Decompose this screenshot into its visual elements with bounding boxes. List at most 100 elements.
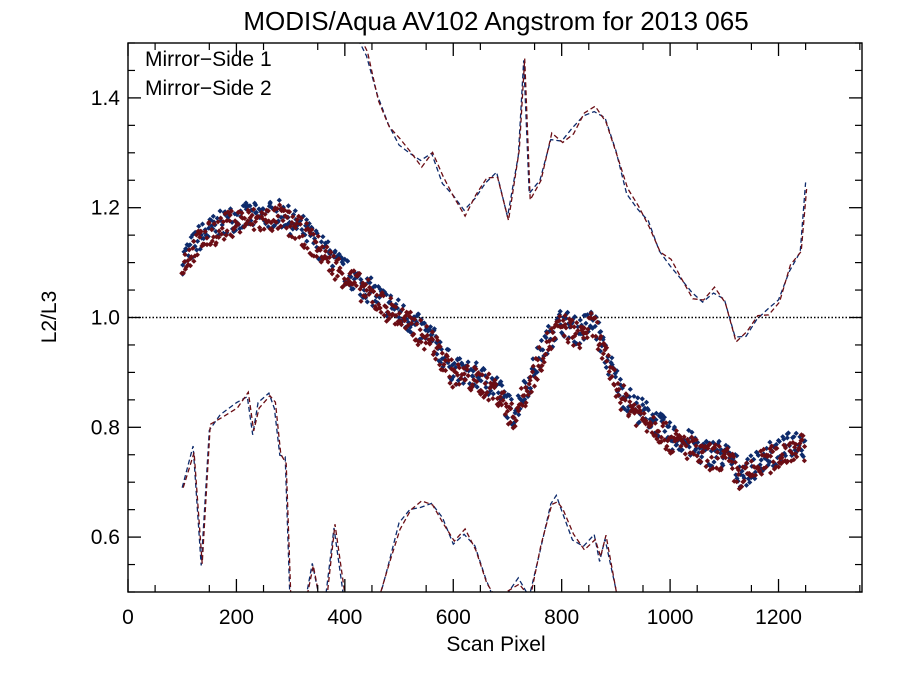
data-point-mirror-side-2 <box>464 363 471 369</box>
data-point-mirror-side-2 <box>535 363 542 369</box>
legend-entry-mirror-side-2: Mirror−Side 2 <box>145 77 272 100</box>
data-point-mirror-side-1 <box>440 364 446 370</box>
data-point-mirror-side-1 <box>370 303 376 309</box>
x-tick-label: 800 <box>544 606 579 629</box>
data-point-mirror-side-2 <box>257 225 263 231</box>
data-point-mirror-side-1 <box>325 239 331 245</box>
data-point-mirror-side-2 <box>426 337 432 343</box>
data-point-mirror-side-1 <box>372 283 378 289</box>
data-point-mirror-side-2 <box>678 443 684 449</box>
data-point-mirror-side-1 <box>530 356 536 362</box>
data-point-mirror-side-2 <box>529 369 536 375</box>
data-point-mirror-side-2 <box>507 419 513 425</box>
data-point-mirror-side-1 <box>351 276 357 282</box>
data-point-mirror-side-1 <box>482 373 488 379</box>
data-point-mirror-side-2 <box>414 321 420 327</box>
data-point-mirror-side-2 <box>575 328 581 334</box>
data-point-mirror-side-2 <box>206 219 212 225</box>
data-point-mirror-side-1 <box>767 439 773 445</box>
data-point-mirror-side-1 <box>478 378 484 384</box>
data-point-mirror-side-2 <box>802 443 808 450</box>
data-point-mirror-side-2 <box>453 381 459 387</box>
data-point-mirror-side-2 <box>511 415 517 421</box>
data-point-mirror-side-2 <box>779 455 785 461</box>
data-point-mirror-side-2 <box>374 292 380 298</box>
data-point-mirror-side-2 <box>502 411 508 417</box>
data-point-mirror-side-2 <box>182 251 188 258</box>
data-point-mirror-side-2 <box>703 463 709 470</box>
data-point-mirror-side-2 <box>635 409 641 415</box>
data-point-mirror-side-1 <box>338 254 344 260</box>
data-point-mirror-side-1 <box>247 203 253 209</box>
data-point-mirror-side-2 <box>617 400 623 406</box>
data-point-mirror-side-1 <box>540 347 546 353</box>
data-point-mirror-side-1 <box>504 393 510 399</box>
data-point-mirror-side-2 <box>237 229 243 235</box>
data-point-mirror-side-1 <box>739 468 745 474</box>
data-point-mirror-side-1 <box>499 382 505 388</box>
data-point-mirror-side-2 <box>649 430 655 436</box>
data-point-mirror-side-2 <box>273 219 279 225</box>
data-point-mirror-side-1 <box>322 240 328 246</box>
data-point-mirror-side-2 <box>724 446 730 452</box>
data-point-mirror-side-2 <box>710 465 716 471</box>
data-point-mirror-side-2 <box>369 299 375 305</box>
data-point-mirror-side-2 <box>439 350 445 356</box>
data-point-mirror-side-1 <box>496 381 502 387</box>
data-point-mirror-side-2 <box>340 283 346 289</box>
legend-entry-mirror-side-1: Mirror−Side 1 <box>145 48 272 71</box>
data-point-mirror-side-2 <box>490 395 496 402</box>
data-point-mirror-side-2 <box>671 435 677 441</box>
data-point-mirror-side-2 <box>213 240 219 246</box>
data-point-mirror-side-1 <box>621 406 627 412</box>
data-point-mirror-side-1 <box>407 324 413 330</box>
data-point-mirror-side-2 <box>408 320 415 326</box>
data-point-mirror-side-2 <box>357 271 363 277</box>
data-point-mirror-side-2 <box>317 247 323 253</box>
data-point-mirror-side-2 <box>298 215 304 221</box>
data-point-mirror-side-2 <box>501 389 507 395</box>
data-point-mirror-side-2 <box>319 244 325 250</box>
data-point-mirror-side-2 <box>722 449 728 455</box>
data-point-mirror-side-2 <box>341 276 347 282</box>
data-point-mirror-side-1 <box>800 453 806 460</box>
data-point-mirror-side-1 <box>666 423 672 430</box>
data-point-mirror-side-2 <box>731 454 737 460</box>
data-point-mirror-side-1 <box>692 435 698 441</box>
data-point-mirror-side-1 <box>600 334 606 340</box>
data-point-mirror-side-1 <box>765 457 771 464</box>
data-point-mirror-side-2 <box>525 392 531 398</box>
data-point-mirror-side-1 <box>408 329 414 335</box>
data-point-mirror-side-2 <box>628 408 634 414</box>
data-point-mirror-side-2 <box>561 333 567 339</box>
data-point-mirror-side-1 <box>429 331 435 337</box>
data-point-mirror-side-1 <box>320 234 326 240</box>
data-point-mirror-side-2 <box>407 309 414 315</box>
data-point-mirror-side-2 <box>437 344 443 350</box>
data-point-mirror-side-2 <box>286 209 293 215</box>
data-point-mirror-side-1 <box>217 208 223 214</box>
data-point-mirror-side-2 <box>687 450 693 456</box>
data-point-mirror-side-2 <box>712 442 719 448</box>
data-point-mirror-side-1 <box>383 292 389 298</box>
data-point-mirror-side-2 <box>358 298 364 304</box>
data-point-mirror-side-2 <box>462 377 468 383</box>
data-point-mirror-side-2 <box>228 208 235 214</box>
data-point-mirror-side-1 <box>781 436 787 442</box>
data-point-mirror-side-2 <box>573 331 579 337</box>
data-point-mirror-side-1 <box>495 390 501 396</box>
data-point-mirror-side-2 <box>369 287 375 293</box>
data-point-mirror-side-2 <box>644 428 650 434</box>
data-point-mirror-side-1 <box>720 462 726 468</box>
upper-envelope-line-mirror-side-1 <box>359 43 807 338</box>
data-point-mirror-side-2 <box>796 445 802 451</box>
data-point-mirror-side-1 <box>662 428 668 434</box>
data-point-mirror-side-1 <box>427 324 434 330</box>
data-point-mirror-side-2 <box>605 352 611 358</box>
data-point-mirror-side-2 <box>743 464 749 470</box>
data-point-mirror-side-2 <box>616 386 622 392</box>
plot-data <box>128 43 862 592</box>
data-point-mirror-side-2 <box>698 459 704 465</box>
data-point-mirror-side-2 <box>758 448 764 454</box>
